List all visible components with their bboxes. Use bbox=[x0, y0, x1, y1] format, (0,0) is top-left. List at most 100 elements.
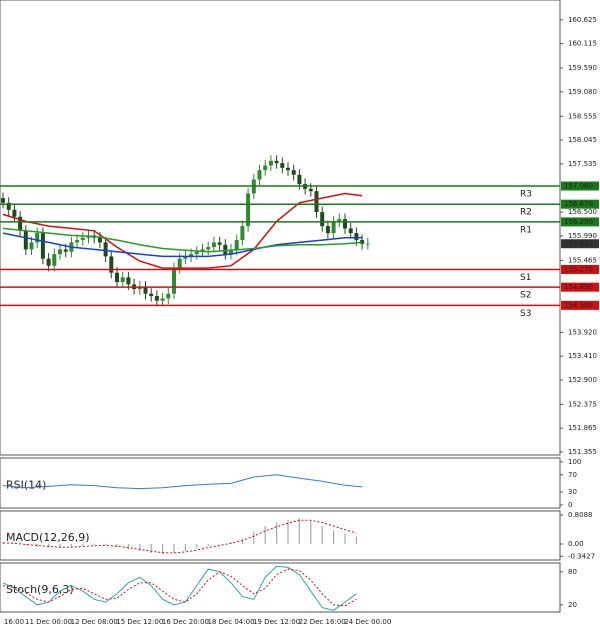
candle-body bbox=[206, 247, 211, 250]
y-tick-label: 156.500 bbox=[568, 208, 597, 216]
candle-body bbox=[160, 298, 165, 301]
candle-body bbox=[35, 233, 40, 243]
level-price-label: 154.890 bbox=[564, 283, 593, 291]
indicator-line bbox=[2, 227, 363, 253]
candle-body bbox=[183, 256, 188, 259]
y-tick-label: 151.865 bbox=[568, 424, 597, 432]
candle-body bbox=[280, 163, 285, 168]
candle-body bbox=[286, 167, 290, 171]
x-tick-label: 16 Dec 20:00 bbox=[162, 618, 209, 626]
level-price-label: 156.290 bbox=[564, 218, 593, 226]
candle-body bbox=[348, 228, 353, 234]
candle-body bbox=[6, 202, 11, 210]
x-tick-label: 24 Dec 00:00 bbox=[344, 618, 391, 626]
candle-body bbox=[172, 268, 176, 294]
candle-body bbox=[246, 193, 251, 227]
candle-body bbox=[354, 233, 359, 241]
candle-body bbox=[58, 249, 62, 255]
panel-frame bbox=[0, 457, 561, 509]
candle-body bbox=[331, 221, 336, 234]
x-tick-label: 18 Dec 04:00 bbox=[207, 618, 254, 626]
candle-body bbox=[211, 242, 216, 248]
candle-body bbox=[365, 243, 370, 245]
candle-body bbox=[234, 240, 239, 250]
level-name: R2 bbox=[520, 208, 532, 218]
panel-frame bbox=[0, 510, 561, 561]
candle-body bbox=[268, 160, 273, 166]
candle-body bbox=[177, 258, 182, 269]
indicator-line bbox=[2, 568, 357, 607]
y-tick-label: 70 bbox=[568, 471, 577, 479]
indicator-line bbox=[2, 192, 363, 269]
level-price-label: 154.500 bbox=[564, 301, 593, 309]
candle-body bbox=[360, 240, 365, 244]
candle-body bbox=[154, 296, 159, 301]
panel-frame bbox=[0, 0, 561, 456]
y-tick-label: 0.00 bbox=[568, 540, 584, 548]
y-tick-label: 153.920 bbox=[568, 328, 597, 336]
y-tick-label: -0.3427 bbox=[568, 552, 595, 560]
indicator-line bbox=[2, 519, 357, 554]
candle-body bbox=[143, 286, 148, 294]
y-tick-label: 159.080 bbox=[568, 88, 597, 96]
level-price-box bbox=[561, 217, 599, 227]
level-price-box bbox=[561, 199, 599, 209]
y-tick-label: 160.625 bbox=[568, 16, 597, 24]
level-name: S3 bbox=[520, 309, 531, 319]
indicator-label: MACD(12,26,9) bbox=[6, 531, 90, 544]
candle-body bbox=[194, 251, 199, 255]
candle-body bbox=[120, 277, 125, 283]
y-tick-label: 30 bbox=[568, 488, 577, 496]
x-tick-label: 12 Dec 08:00 bbox=[71, 618, 118, 626]
candle-body bbox=[80, 237, 85, 241]
level-price-box bbox=[561, 264, 599, 274]
y-tick-label: 152.375 bbox=[568, 400, 597, 408]
candle-body bbox=[223, 244, 228, 255]
y-tick-label: 20 bbox=[568, 601, 577, 609]
candle-body bbox=[229, 249, 233, 255]
y-tick-label: 160.115 bbox=[568, 40, 597, 48]
indicator-line bbox=[2, 565, 357, 611]
candle-body bbox=[40, 233, 45, 259]
y-tick-label: 157.535 bbox=[568, 160, 597, 168]
candle-body bbox=[320, 212, 325, 227]
indicator-label: Stoch(9,6,3) bbox=[6, 583, 74, 596]
candle-body bbox=[23, 230, 28, 250]
candle-body bbox=[200, 249, 205, 252]
y-tick-label: 0.8088 bbox=[568, 511, 593, 519]
candle-body bbox=[103, 242, 108, 257]
candle-body bbox=[274, 160, 279, 164]
level-price-box bbox=[561, 282, 599, 292]
level-name: S1 bbox=[520, 273, 531, 283]
y-tick-label: 152.900 bbox=[568, 376, 597, 384]
candle-body bbox=[149, 293, 154, 297]
candle-body bbox=[126, 277, 131, 285]
last-price-label: 155.822 bbox=[564, 240, 593, 248]
candle-body bbox=[217, 242, 222, 245]
y-tick-label: 153.410 bbox=[568, 352, 597, 360]
panel-frame bbox=[0, 562, 561, 613]
y-tick-label: 80 bbox=[568, 568, 577, 576]
x-tick-label: 16:00 bbox=[4, 618, 24, 626]
candle-body bbox=[337, 219, 342, 222]
candle-body bbox=[189, 254, 194, 257]
level-price-label: 156.670 bbox=[564, 200, 593, 208]
candle-body bbox=[257, 170, 262, 180]
level-price-box bbox=[561, 181, 599, 191]
candle-body bbox=[18, 216, 23, 231]
level-price-label: 155.270 bbox=[564, 265, 593, 273]
candle-body bbox=[325, 226, 330, 234]
level-price-label: 157.060 bbox=[564, 182, 593, 190]
level-name: S2 bbox=[520, 291, 531, 301]
x-tick-label: 19 Dec 12:00 bbox=[253, 618, 300, 626]
candle-body bbox=[75, 240, 80, 243]
x-tick-label: 15 Dec 12:00 bbox=[116, 618, 163, 626]
candle-body bbox=[115, 272, 119, 283]
indicator-line bbox=[2, 474, 363, 490]
y-tick-label: 158.045 bbox=[568, 136, 597, 144]
level-price-box bbox=[561, 300, 599, 310]
level-name: R3 bbox=[520, 190, 532, 200]
candle-body bbox=[291, 170, 296, 175]
candle-body bbox=[297, 174, 302, 185]
candle-body bbox=[343, 219, 347, 229]
